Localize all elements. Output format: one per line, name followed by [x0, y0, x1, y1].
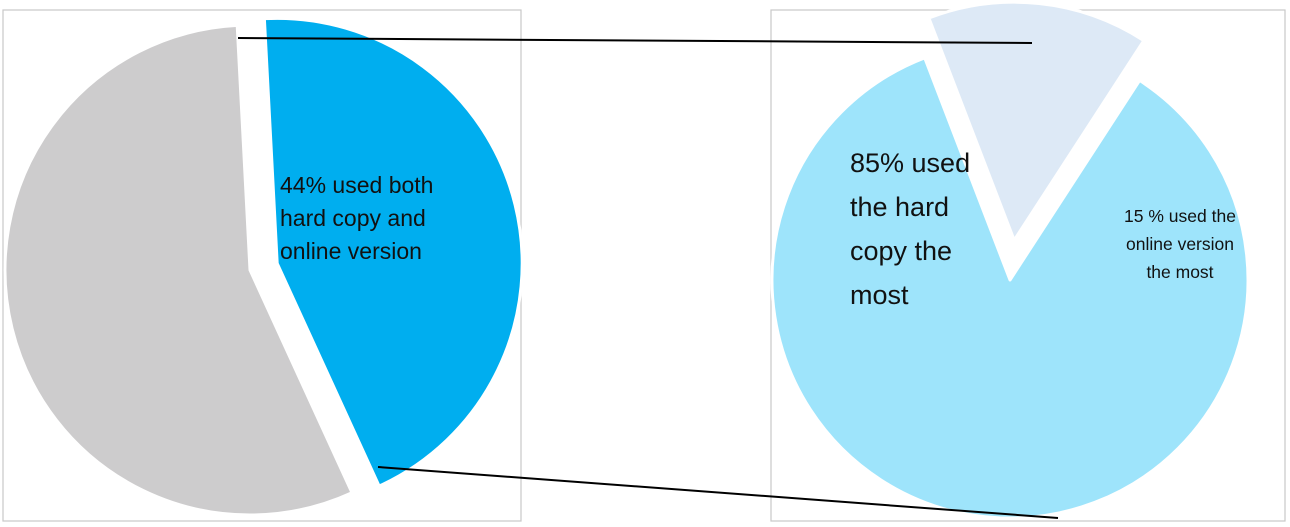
label-line: the most — [1146, 262, 1213, 282]
label-line: the hard — [850, 192, 949, 222]
left-pie-slice-1 — [262, 16, 524, 488]
left-pie-slice-2 — [3, 23, 354, 517]
label-line: 15 % used the — [1124, 206, 1236, 226]
right-pie: 85% used the hard copy the most 15 % used th… — [770, 0, 1250, 520]
label-line: hard copy and — [280, 205, 426, 231]
right-pie-slice-1-label: 85% used the hard copy the most — [850, 148, 970, 310]
label-line: online version — [280, 238, 422, 264]
connector-line-bottom — [377, 466, 1059, 519]
label-line: copy the — [850, 236, 952, 266]
label-line: online version — [1126, 234, 1234, 254]
connector-line-top — [237, 37, 1033, 44]
left-pie-slice-1-label: 44% used both hard copy and online version — [280, 172, 433, 264]
label-line: 44% used both — [280, 172, 433, 198]
right-pie-slice-2 — [927, 0, 1146, 242]
right-pie-slice-2-label: 15 % used the online version the most — [1124, 206, 1236, 282]
label-line: 85% used — [850, 148, 970, 178]
right-pie-slice-1 — [770, 56, 1250, 520]
left-pie: 44% used both hard copy and online version — [3, 16, 524, 517]
label-line: most — [850, 280, 909, 310]
